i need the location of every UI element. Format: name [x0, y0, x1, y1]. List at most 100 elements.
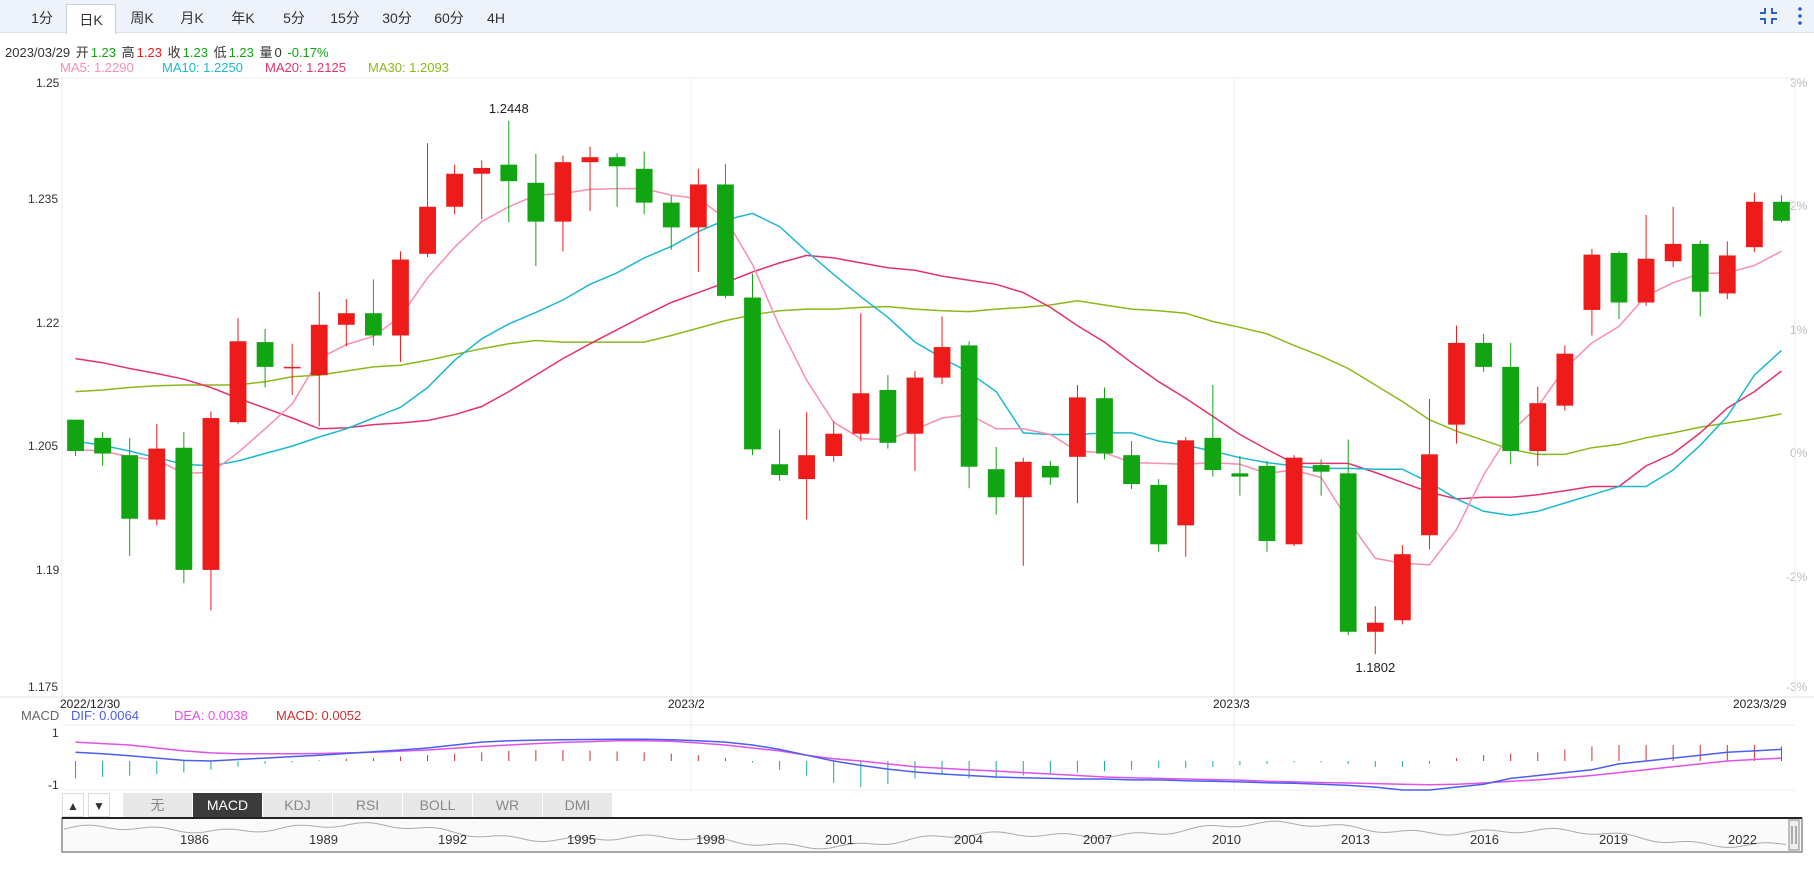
candle-body	[1339, 473, 1357, 632]
info-high: 1.23	[136, 45, 162, 60]
tab-60min[interactable]: 60分	[434, 10, 464, 26]
candle-body	[1421, 454, 1438, 536]
candle-body	[1231, 473, 1249, 477]
candle-body	[94, 437, 112, 454]
candle-body	[717, 184, 734, 296]
navigator-year-label: 1986	[180, 832, 209, 847]
tab-monthly-k[interactable]: 月K	[180, 10, 204, 26]
candle-body	[581, 157, 599, 163]
candle-body	[1556, 353, 1574, 406]
candle-body	[906, 377, 924, 434]
info-close-label: 收	[167, 45, 181, 60]
candle-body	[933, 347, 951, 378]
candle-body	[1664, 243, 1682, 262]
navigator-year-label: 1995	[567, 832, 596, 847]
candle-body	[1312, 465, 1330, 472]
right-tick-label: 2%	[1790, 199, 1808, 213]
ma30-legend: MA30: 1.2093	[368, 60, 449, 75]
ma20-line	[75, 254, 1782, 500]
tab-4h[interactable]: 4H	[487, 10, 505, 26]
candle-body	[500, 164, 518, 182]
tab-yearly-k[interactable]: 年K	[231, 10, 255, 26]
navigator-year-label: 2010	[1212, 832, 1241, 847]
macd-value-legend: MACD: 0.0052	[276, 708, 362, 723]
y-tick-label: 1.205	[28, 439, 59, 453]
indicator-dmi[interactable]: DMI	[543, 793, 613, 817]
indicator-wr[interactable]: WR	[473, 793, 543, 817]
candle-body	[1610, 252, 1628, 303]
candle-body	[1691, 243, 1709, 292]
candle-body	[744, 297, 761, 450]
tab-15min[interactable]: 15分	[330, 10, 360, 26]
indicator-up-arrow[interactable]: ▲	[62, 793, 84, 817]
tab-1min[interactable]: 1分	[31, 10, 53, 26]
tab-weekly-k[interactable]: 周K	[130, 10, 154, 26]
indicator-kdj[interactable]: KDJ	[263, 793, 333, 817]
indicator-boll[interactable]: BOLL	[403, 793, 473, 817]
candle-body	[473, 167, 491, 174]
navigator-year-label: 2016	[1470, 832, 1499, 847]
info-date: 2023/03/29	[5, 45, 71, 60]
candle-body	[1069, 397, 1086, 457]
candle-body	[419, 206, 436, 254]
candle-body	[121, 455, 139, 519]
indicator-down-arrow[interactable]: ▼	[88, 793, 110, 817]
tab-30min[interactable]: 30分	[382, 10, 412, 26]
candle-body	[229, 341, 247, 423]
right-tick-label: 0%	[1790, 446, 1808, 460]
ma5-legend: MA5: 1.2290	[60, 60, 134, 75]
candle-body	[337, 313, 355, 325]
right-tick-label: -3%	[1786, 680, 1808, 694]
candle-body	[635, 168, 653, 203]
candle-body	[825, 433, 843, 457]
navigator-year-label: 2007	[1083, 832, 1112, 847]
plot-frame	[61, 77, 1796, 698]
navigator-year-label: 2001	[825, 832, 854, 847]
min-price-annotation: 1.1802	[1355, 660, 1395, 675]
info-low: 1.23	[228, 45, 254, 60]
candle-body	[1041, 465, 1059, 478]
tab-daily-k[interactable]: 日K	[66, 4, 116, 34]
ma5-line	[75, 187, 1782, 566]
indicator-macd[interactable]: MACD	[193, 793, 263, 817]
right-tick-label: 3%	[1790, 76, 1808, 90]
candle-body	[67, 419, 84, 452]
more-icon[interactable]	[1795, 6, 1805, 26]
candle-body	[960, 345, 978, 467]
y-tick-label: 1.19	[36, 563, 60, 577]
candle-body	[1150, 484, 1168, 545]
candle-body	[879, 389, 897, 443]
candle-body	[365, 313, 382, 336]
indicator-rsi[interactable]: RSI	[333, 793, 403, 817]
info-change: -0.17%	[287, 45, 329, 60]
x-tick-label: 2023/2	[668, 697, 705, 711]
x-tick-label: 2023/3/29	[1733, 697, 1787, 711]
indicator-none[interactable]: 无	[123, 793, 193, 817]
candle-body	[852, 393, 870, 434]
info-close: 1.23	[182, 45, 208, 60]
info-vol-label: 量	[259, 45, 273, 60]
y-tick-label: 1.235	[28, 192, 59, 206]
navigator-year-label: 2013	[1341, 832, 1370, 847]
candle-body	[1448, 342, 1465, 425]
candle-body	[798, 455, 816, 480]
tab-5min[interactable]: 5分	[283, 10, 305, 26]
candle-body	[662, 202, 680, 228]
candle-body	[1014, 461, 1032, 498]
candle-body	[554, 162, 572, 222]
collapse-icon[interactable]	[1758, 6, 1780, 26]
navigator-year-label: 1998	[696, 832, 725, 847]
navigator-year-label: 2022	[1728, 832, 1757, 847]
y-tick-label: 1.22	[36, 316, 60, 330]
candle-body	[310, 324, 328, 376]
info-low-label: 低	[213, 45, 227, 60]
info-vol: 0	[274, 45, 282, 60]
candle-body	[202, 418, 220, 570]
candle-body	[1366, 622, 1384, 632]
candle-body	[446, 173, 464, 207]
candle-body	[1583, 254, 1601, 310]
candle-body	[608, 157, 626, 167]
candle-body	[1745, 201, 1763, 248]
